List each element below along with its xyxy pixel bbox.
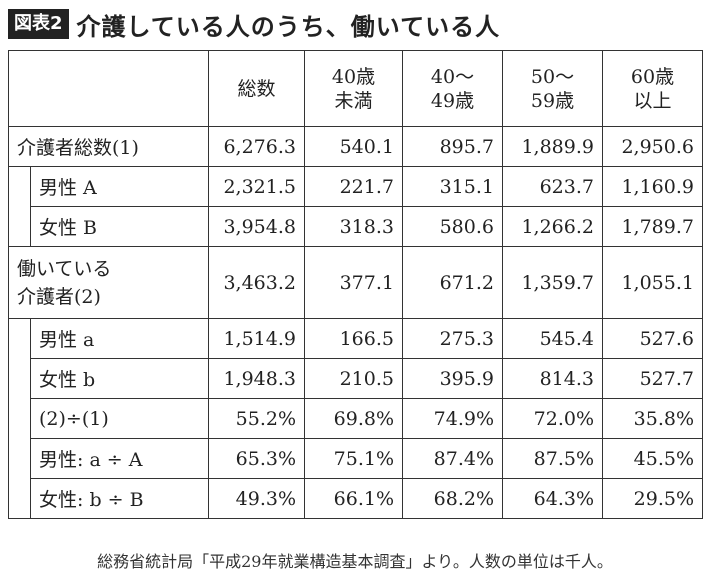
corner-cell — [8, 50, 209, 127]
column-header: 40歳 未満 — [304, 50, 403, 127]
table-cell: 210.5 — [304, 358, 403, 399]
table-cell: 275.3 — [402, 318, 503, 359]
table-cell: 1,160.9 — [602, 166, 703, 207]
column-header: 総数 — [208, 50, 305, 127]
column-header: 40〜 49歳 — [402, 50, 503, 127]
table-cell: 1,055.1 — [602, 246, 703, 319]
table-cell: 68.2% — [402, 478, 503, 519]
table-row: 女性: b ÷ B 49.3% 66.1% 68.2% 64.3% 29.5% — [8, 478, 703, 519]
row-label: 男性: a ÷ A — [30, 438, 209, 479]
table-cell: 623.7 — [502, 166, 603, 207]
table-cell: 527.6 — [602, 318, 703, 359]
table-cell: 540.1 — [304, 126, 403, 167]
table-cell: 377.1 — [304, 246, 403, 319]
column-header: 60歳 以上 — [602, 50, 703, 127]
figure-title: 介護している人のうち、働いている人 — [76, 12, 501, 41]
table-cell: 72.0% — [502, 398, 603, 439]
table-cell: 65.3% — [208, 438, 305, 479]
indent-spacer — [8, 358, 31, 399]
table-cell: 87.5% — [502, 438, 603, 479]
table-cell: 66.1% — [304, 478, 403, 519]
row-label: 男性 A — [30, 166, 209, 207]
table-cell: 221.7 — [304, 166, 403, 207]
table-row: 女性 B 3,954.8 318.3 580.6 1,266.2 1,789.7 — [8, 206, 703, 247]
table-cell: 75.1% — [304, 438, 403, 479]
table-row: 男性: a ÷ A 65.3% 75.1% 87.4% 87.5% 45.5% — [8, 438, 703, 479]
table-cell: 64.3% — [502, 478, 603, 519]
source-footnote: 総務省統計局「平成29年就業構造基本調査」より。人数の単位は千人。 — [97, 552, 613, 571]
figure-header: 図表2 介護している人のうち、働いている人 — [8, 6, 500, 42]
row-label: 働いている 介護者(2) — [8, 246, 209, 319]
table-cell: 1,359.7 — [502, 246, 603, 319]
table-cell: 814.3 — [502, 358, 603, 399]
table-cell: 1,514.9 — [208, 318, 305, 359]
table-cell: 2,321.5 — [208, 166, 305, 207]
table-row: 男性 A 2,321.5 221.7 315.1 623.7 1,160.9 — [8, 166, 703, 207]
table-row: 男性 a 1,514.9 166.5 275.3 545.4 527.6 — [8, 318, 703, 359]
table-cell: 35.8% — [602, 398, 703, 439]
row-label: 女性 b — [30, 358, 209, 399]
table-row: 女性 b 1,948.3 210.5 395.9 814.3 527.7 — [8, 358, 703, 399]
table-cell: 671.2 — [402, 246, 503, 319]
indent-spacer — [8, 478, 31, 519]
table-row: 働いている 介護者(2) 3,463.2 377.1 671.2 1,359.7 … — [8, 246, 703, 319]
table-cell: 545.4 — [502, 318, 603, 359]
table-cell: 3,463.2 — [208, 246, 305, 319]
table-row: 介護者総数(1) 6,276.3 540.1 895.7 1,889.9 2,9… — [8, 126, 703, 167]
row-label: 女性 B — [30, 206, 209, 247]
indent-spacer — [8, 166, 31, 207]
table-cell: 6,276.3 — [208, 126, 305, 167]
indent-spacer — [8, 318, 31, 359]
table-cell: 2,950.6 — [602, 126, 703, 167]
table-cell: 166.5 — [304, 318, 403, 359]
indent-spacer — [8, 206, 31, 247]
column-header: 50〜 59歳 — [502, 50, 603, 127]
table-cell: 45.5% — [602, 438, 703, 479]
table-row: (2)÷(1) 55.2% 69.8% 74.9% 72.0% 35.8% — [8, 398, 703, 439]
table-cell: 315.1 — [402, 166, 503, 207]
figure-badge: 図表2 — [8, 9, 69, 39]
table-cell: 55.2% — [208, 398, 305, 439]
table-cell: 395.9 — [402, 358, 503, 399]
table-cell: 74.9% — [402, 398, 503, 439]
table-cell: 1,948.3 — [208, 358, 305, 399]
row-label: 男性 a — [30, 318, 209, 359]
table-cell: 87.4% — [402, 438, 503, 479]
table-cell: 527.7 — [602, 358, 703, 399]
row-label: 女性: b ÷ B — [30, 478, 209, 519]
table-cell: 29.5% — [602, 478, 703, 519]
indent-spacer — [8, 438, 31, 479]
table-cell: 580.6 — [402, 206, 503, 247]
table-cell: 895.7 — [402, 126, 503, 167]
data-table: 総数 40歳 未満 40〜 49歳 50〜 59歳 60歳 以上 介護者総数(1) 6,… — [8, 50, 703, 519]
row-label: (2)÷(1) — [30, 398, 209, 439]
header-row: 総数 40歳 未満 40〜 49歳 50〜 59歳 60歳 以上 — [8, 50, 703, 127]
indent-spacer — [8, 398, 31, 439]
row-label: 介護者総数(1) — [8, 126, 209, 167]
table-cell: 3,954.8 — [208, 206, 305, 247]
table-cell: 49.3% — [208, 478, 305, 519]
table-cell: 1,889.9 — [502, 126, 603, 167]
table-cell: 318.3 — [304, 206, 403, 247]
table-cell: 1,266.2 — [502, 206, 603, 247]
table-cell: 1,789.7 — [602, 206, 703, 247]
table-cell: 69.8% — [304, 398, 403, 439]
